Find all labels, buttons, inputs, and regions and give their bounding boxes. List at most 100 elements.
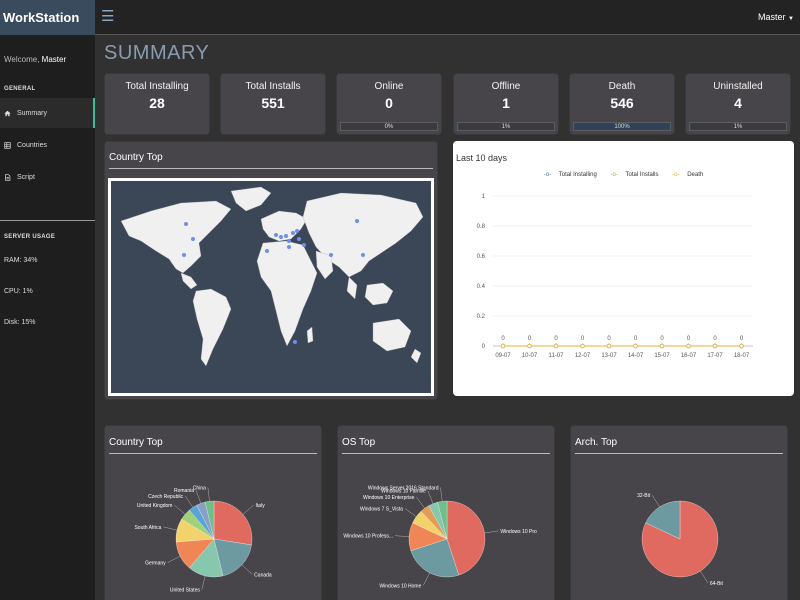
legend-item[interactable]: -o- Death [672, 172, 704, 178]
menu-toggle-icon[interactable]: ☰ [101, 8, 115, 25]
data-point[interactable] [686, 343, 691, 349]
pie-label: Windows 10 Famille [381, 489, 426, 495]
pie-slice[interactable] [446, 500, 486, 576]
panel-title: Country Top [109, 437, 163, 448]
y-tick-label: 0.4 [477, 284, 486, 290]
stat-card-online: Online 0 0% [336, 73, 442, 135]
welcome-text: Welcome, Master [0, 35, 95, 64]
stat-value: 546 [610, 95, 634, 111]
pie-slice[interactable] [213, 500, 253, 546]
label-leader [395, 535, 410, 537]
data-point[interactable] [739, 343, 744, 349]
table-icon [4, 141, 11, 149]
data-label: 0 [687, 336, 691, 342]
legend-item[interactable]: -o- Total Installing [543, 172, 597, 178]
label-leader [207, 487, 210, 502]
stat-label: Online [374, 81, 404, 92]
legend-label: Total Installs [625, 172, 659, 178]
stat-card-offline: Offline 1 1% [453, 73, 559, 135]
label-leader [163, 526, 178, 531]
arch-pie-chart: 64-Bit 32-Bit [637, 493, 723, 587]
progress-text: 1% [501, 124, 511, 130]
pie-label: United Kingdom [137, 503, 173, 509]
stat-value: 28 [149, 95, 165, 111]
sidebar-item-script[interactable]: Script [0, 162, 95, 192]
data-point[interactable] [712, 343, 718, 349]
pie-label: 32-Bit [637, 493, 651, 499]
y-tick-label: 0.6 [477, 254, 486, 260]
data-point[interactable] [633, 343, 638, 349]
panel-title: Country Top [109, 152, 163, 163]
y-tick-label: 0.2 [477, 314, 486, 320]
pie-label: Windows 10 Home [379, 583, 421, 589]
label-leader [241, 564, 253, 575]
progress-fill [574, 123, 670, 130]
pie-slice[interactable] [410, 538, 459, 578]
country-pie-chart: Italy Canada United States Germany South Afr… [134, 485, 272, 594]
stat-card-total-installs: Total Installs 551 [220, 73, 326, 135]
pie-label: Romania [174, 488, 194, 494]
pie-label: Canada [254, 572, 272, 578]
general-section-title: GENERAL [4, 86, 36, 92]
pie-slice[interactable] [213, 538, 252, 577]
x-tick-label: 12-07 [575, 353, 591, 359]
brand-title[interactable]: WorkStation [0, 0, 95, 35]
progress-bar: 1% [457, 122, 555, 131]
top-bar: ☰ Master ▼ [95, 0, 800, 35]
os-pie-panel: OS Top Windows 10 Pro Windows 10 Home Wind… [337, 425, 555, 600]
data-point[interactable] [580, 343, 585, 349]
data-point[interactable] [553, 343, 559, 349]
line-chart-card: Last 10 days -o- Total Installing -o- To… [453, 141, 794, 396]
stat-label: Death [608, 81, 636, 92]
pie-label: Czech Republic [148, 494, 184, 500]
user-name: Master [758, 12, 786, 22]
y-tick-label: 0 [482, 344, 486, 350]
stat-label: Uninstalled [713, 81, 763, 92]
data-label: 0 [528, 336, 532, 342]
world-map[interactable] [108, 178, 434, 396]
disk-usage: Disk: 15% [4, 319, 36, 326]
sidebar-item-summary[interactable]: Summary [0, 98, 95, 128]
data-point[interactable] [659, 343, 665, 349]
pie-label: China [193, 485, 206, 491]
label-leader [427, 490, 434, 504]
label-leader [423, 572, 430, 586]
arch-pie-panel: Arch. Top 64-Bit 32-Bit [570, 425, 788, 600]
pie-label: United States [170, 588, 201, 594]
data-label: 0 [501, 336, 505, 342]
stat-value: 1 [502, 95, 510, 111]
os-pie-chart: Windows 10 Pro Windows 10 Home Windows 10 … [343, 485, 537, 589]
progress-text: 1% [733, 124, 743, 130]
page-title: SUMMARY [104, 42, 210, 64]
cpu-usage: CPU: 1% [4, 288, 33, 295]
stat-label: Total Installing [125, 81, 189, 92]
pie-label: Italy [256, 503, 266, 509]
y-tick-label: 0.8 [477, 224, 486, 230]
data-point[interactable] [500, 343, 506, 349]
sidebar-item-countries[interactable]: Countries [0, 130, 95, 160]
x-tick-label: 14-07 [628, 353, 644, 359]
pie-label: Germany [145, 561, 166, 567]
label-leader [242, 505, 254, 515]
legend-label: Total Installing [558, 172, 597, 178]
pie-slice[interactable] [645, 500, 681, 540]
label-leader [174, 505, 186, 515]
stat-card-total-installing: Total Installing 28 [104, 73, 210, 135]
label-leader [404, 508, 417, 517]
label-leader [167, 556, 181, 563]
line-chart-plot: 0 0.2 0.4 0.6 0.8 1 09-07 10-07 11-07 12-07 13-07 1… [477, 194, 753, 359]
pie-label: Windows 10 Pro [500, 529, 537, 535]
legend-item[interactable]: -o- Total Installs [610, 172, 659, 178]
progress-bar: 0% [340, 122, 438, 131]
user-menu[interactable]: Master ▼ [758, 12, 794, 22]
label-leader [195, 490, 202, 504]
chevron-down-icon: ▼ [788, 16, 794, 22]
data-point[interactable] [527, 343, 532, 349]
stat-label: Offline [491, 81, 521, 92]
y-tick-label: 1 [482, 194, 486, 200]
data-label: 0 [660, 336, 664, 342]
progress-bar: 100% [573, 122, 671, 131]
welcome-user: Master [41, 55, 67, 64]
x-tick-label: 17-07 [707, 353, 723, 359]
data-point[interactable] [606, 343, 612, 349]
